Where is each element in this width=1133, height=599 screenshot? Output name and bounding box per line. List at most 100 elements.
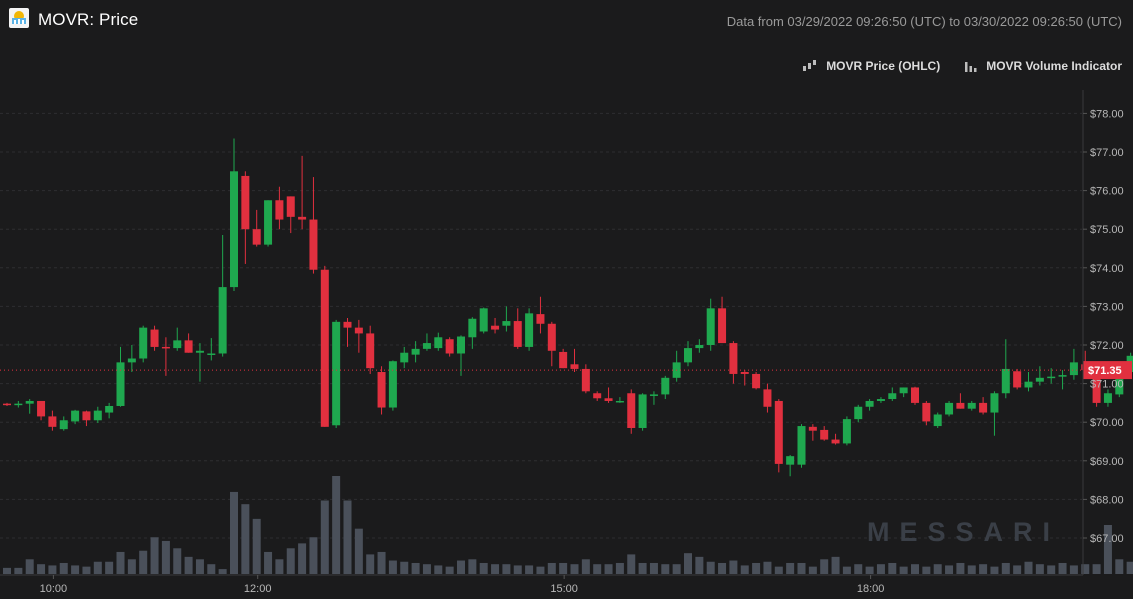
- volume-bar: [127, 559, 136, 574]
- time-tick-label: 10:00: [40, 583, 68, 595]
- candle-down: [366, 325, 375, 374]
- volume-bar: [559, 562, 568, 574]
- candle-up: [786, 455, 795, 477]
- candle-down: [445, 337, 454, 357]
- candle-down: [343, 317, 352, 347]
- volume-bar: [967, 565, 976, 574]
- candle-body: [264, 200, 273, 245]
- candle-up: [967, 400, 976, 411]
- candle-body: [1115, 372, 1124, 395]
- candle-body: [388, 361, 397, 408]
- legend-label-volume: MOVR Volume Indicator: [986, 59, 1122, 73]
- volume-bar: [695, 556, 704, 574]
- price-tick-label: $67.00: [1090, 533, 1124, 545]
- candle-body: [445, 339, 454, 354]
- volume-bar: [684, 553, 692, 574]
- volume-bar: [1058, 562, 1067, 574]
- candle-body: [48, 416, 57, 427]
- candle-down: [911, 386, 919, 405]
- candle-down: [309, 177, 318, 274]
- candle-up: [525, 308, 534, 351]
- candle-down: [298, 155, 307, 230]
- candle-body: [491, 325, 500, 330]
- candle-up: [649, 391, 658, 405]
- candle-body: [116, 362, 125, 406]
- candle-down: [774, 399, 783, 473]
- candle-body: [37, 400, 46, 417]
- volume-bar: [956, 562, 965, 574]
- volume-bar: [82, 566, 91, 574]
- volume-bar: [173, 548, 182, 574]
- candle-up: [25, 399, 34, 414]
- volume-bar: [911, 564, 919, 574]
- candle-body: [865, 400, 874, 407]
- time-axis: 10:0012:0015:0018:0021:003003:0006:0009:…: [0, 574, 1083, 595]
- volume-bar: [752, 562, 761, 574]
- candle-body: [1035, 377, 1044, 382]
- candle-body: [1013, 371, 1022, 388]
- volume-bar: [922, 566, 931, 574]
- price-tick-label: $69.00: [1090, 456, 1124, 468]
- volume-bar: [1035, 564, 1044, 574]
- chart-title: MOVR: Price: [38, 10, 139, 29]
- price-tick-label: $72.00: [1090, 340, 1124, 352]
- candle-down: [718, 296, 727, 344]
- candle-up: [422, 333, 431, 351]
- volume-bar: [888, 562, 897, 574]
- volume-bar: [1013, 565, 1022, 574]
- volume-bar: [786, 562, 795, 574]
- candle-body: [661, 377, 670, 395]
- candle-body: [842, 419, 851, 444]
- last-price-label: $71.35: [1088, 365, 1122, 377]
- candle-body: [627, 393, 636, 428]
- volume-bar: [763, 561, 772, 574]
- candle-body: [1069, 362, 1078, 376]
- candle-down: [922, 400, 931, 426]
- volume-bar: [1024, 561, 1033, 574]
- volume-bar: [343, 500, 352, 574]
- watermark: MESSARI: [867, 517, 1060, 547]
- candle-body: [502, 321, 511, 326]
- volume-bar: [184, 556, 193, 574]
- candle-body: [298, 216, 307, 220]
- candle-body: [82, 411, 91, 421]
- candle-down: [252, 209, 261, 247]
- volume-bar: [264, 551, 273, 574]
- candle-up: [468, 317, 477, 349]
- volume-bar: [1126, 561, 1133, 574]
- candle-body: [1092, 370, 1101, 403]
- volume-bar: [1069, 565, 1078, 574]
- candle-body: [275, 200, 284, 220]
- candle-up: [1001, 339, 1010, 399]
- candle-body: [752, 373, 761, 389]
- candle-down: [763, 383, 772, 413]
- legend-item-volume[interactable]: MOVR Volume Indicator: [964, 59, 1122, 73]
- price-tick-label: $74.00: [1090, 263, 1124, 275]
- volume-bar: [774, 566, 783, 574]
- candle-down: [513, 308, 522, 349]
- volume-bar: [1081, 564, 1090, 574]
- candle-up: [411, 341, 420, 363]
- volume-bar: [718, 562, 727, 574]
- chart-legend: MOVR Price (OHLC) MOVR Volume Indicator: [802, 58, 1122, 74]
- price-axis: $78.00 $77.00 $76.00 $75.00 $74.00 $73.00 $72.…: [1082, 90, 1124, 575]
- volume-bar: [230, 491, 238, 574]
- candle-body: [218, 287, 227, 354]
- legend-item-price[interactable]: MOVR Price (OHLC): [802, 59, 940, 73]
- candle-down: [752, 372, 761, 390]
- volume-bar: [286, 548, 295, 574]
- candle-up: [105, 402, 114, 419]
- candle-up: [388, 360, 397, 411]
- candle-body: [888, 393, 897, 400]
- volume-bar: [581, 559, 590, 574]
- candle-down: [37, 400, 46, 421]
- candle-up: [1103, 389, 1112, 407]
- candle-body: [354, 327, 363, 334]
- candle-up: [888, 387, 897, 401]
- chart-header: MOVR: Price Data from 03/29/2022 09:26:5…: [0, 0, 1133, 44]
- candle-up: [1024, 372, 1033, 392]
- volume-bar: [71, 565, 80, 574]
- candle-body: [763, 389, 772, 407]
- volume-bar: [808, 566, 817, 574]
